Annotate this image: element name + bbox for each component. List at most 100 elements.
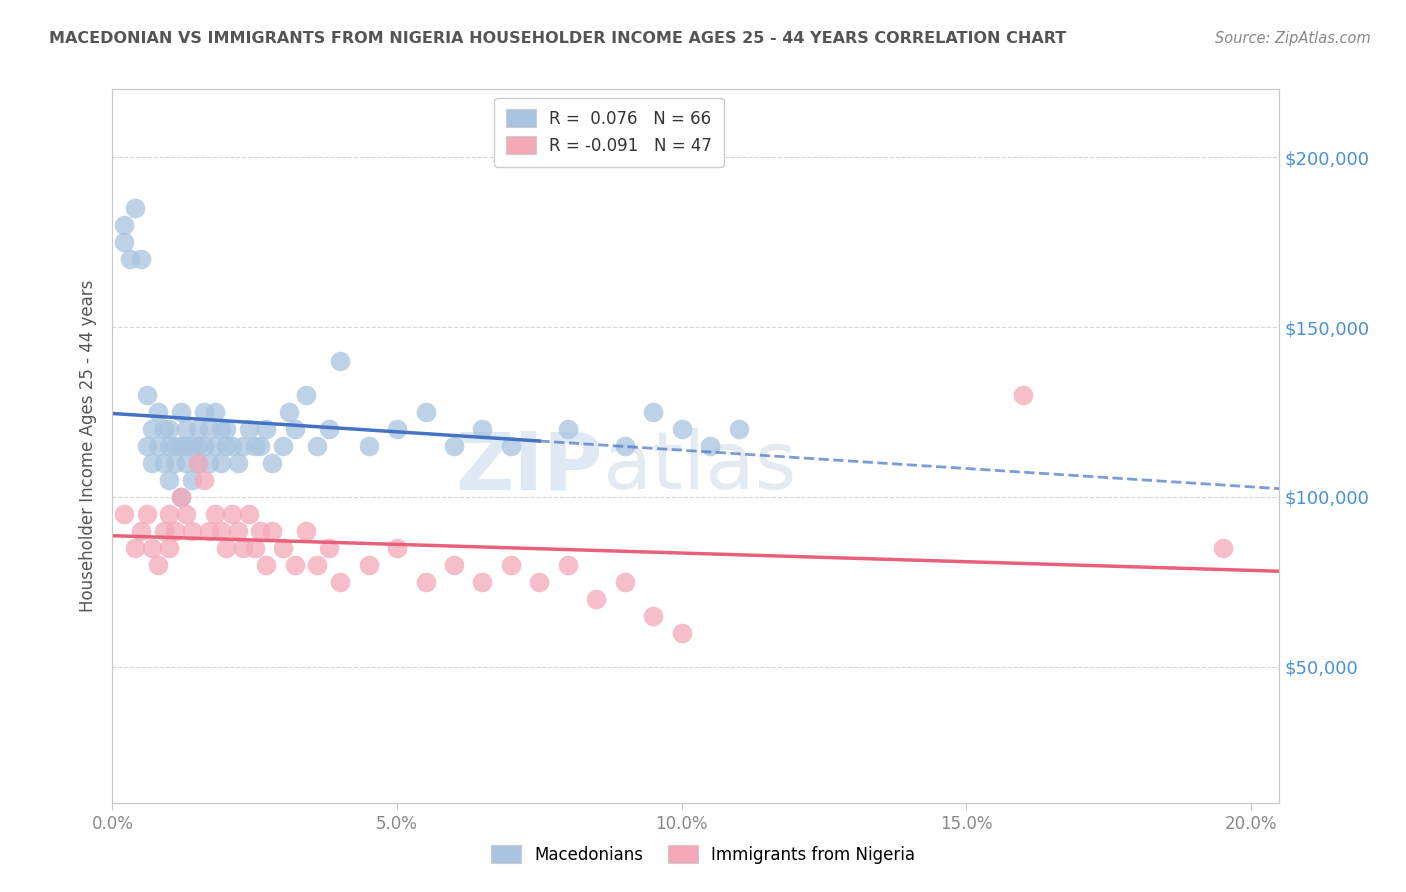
Point xyxy=(329,354,352,368)
Point xyxy=(141,456,163,470)
Point xyxy=(152,422,174,436)
Point xyxy=(187,456,209,470)
Point xyxy=(215,422,238,436)
Point xyxy=(112,507,135,521)
Point xyxy=(295,388,318,402)
Point xyxy=(226,456,249,470)
Point xyxy=(198,422,221,436)
Point xyxy=(254,422,277,436)
Point xyxy=(271,541,294,555)
Point xyxy=(671,626,693,640)
Point xyxy=(249,439,271,453)
Point xyxy=(187,439,209,453)
Point xyxy=(613,439,636,453)
Point xyxy=(232,541,254,555)
Point xyxy=(112,235,135,249)
Point xyxy=(165,456,187,470)
Point xyxy=(165,524,187,538)
Point xyxy=(221,507,243,521)
Point xyxy=(135,507,157,521)
Point xyxy=(135,388,157,402)
Point xyxy=(204,507,226,521)
Point xyxy=(204,405,226,419)
Point xyxy=(307,439,329,453)
Point xyxy=(157,507,180,521)
Point xyxy=(226,524,249,538)
Point xyxy=(176,439,198,453)
Point xyxy=(443,439,465,453)
Point xyxy=(357,439,380,453)
Point xyxy=(135,439,157,453)
Point xyxy=(215,541,238,555)
Point xyxy=(318,541,340,555)
Point xyxy=(243,439,266,453)
Point xyxy=(443,558,465,572)
Point xyxy=(529,574,551,589)
Point xyxy=(176,456,198,470)
Point xyxy=(221,439,243,453)
Point xyxy=(152,524,174,538)
Point xyxy=(307,558,329,572)
Point xyxy=(1012,388,1035,402)
Point xyxy=(295,524,318,538)
Point xyxy=(193,405,215,419)
Point xyxy=(471,422,494,436)
Point xyxy=(699,439,721,453)
Point xyxy=(181,439,204,453)
Text: ZIP: ZIP xyxy=(456,428,603,507)
Point xyxy=(557,422,579,436)
Point xyxy=(170,405,193,419)
Point xyxy=(557,558,579,572)
Point xyxy=(499,558,522,572)
Legend: Macedonians, Immigrants from Nigeria: Macedonians, Immigrants from Nigeria xyxy=(484,838,922,871)
Point xyxy=(727,422,749,436)
Point xyxy=(585,591,607,606)
Point xyxy=(260,456,283,470)
Point xyxy=(170,490,193,504)
Point xyxy=(243,541,266,555)
Point xyxy=(181,524,204,538)
Point xyxy=(124,201,146,215)
Point xyxy=(671,422,693,436)
Point xyxy=(204,439,226,453)
Point xyxy=(278,405,301,419)
Point xyxy=(643,608,665,623)
Point xyxy=(357,558,380,572)
Point xyxy=(471,574,494,589)
Point xyxy=(112,218,135,232)
Point xyxy=(157,422,180,436)
Point xyxy=(181,473,204,487)
Point xyxy=(499,439,522,453)
Point xyxy=(176,422,198,436)
Point xyxy=(141,422,163,436)
Point xyxy=(385,422,408,436)
Point xyxy=(165,439,187,453)
Point xyxy=(170,439,193,453)
Point xyxy=(232,439,254,453)
Point xyxy=(152,456,174,470)
Text: atlas: atlas xyxy=(603,428,797,507)
Point xyxy=(129,524,152,538)
Point xyxy=(187,456,209,470)
Point xyxy=(415,574,437,589)
Y-axis label: Householder Income Ages 25 - 44 years: Householder Income Ages 25 - 44 years xyxy=(79,280,97,612)
Point xyxy=(198,524,221,538)
Point xyxy=(187,422,209,436)
Point xyxy=(249,524,271,538)
Point xyxy=(271,439,294,453)
Point xyxy=(284,558,307,572)
Point xyxy=(193,439,215,453)
Legend: R =  0.076   N = 66, R = -0.091   N = 47: R = 0.076 N = 66, R = -0.091 N = 47 xyxy=(495,97,724,167)
Point xyxy=(254,558,277,572)
Point xyxy=(129,252,152,266)
Text: MACEDONIAN VS IMMIGRANTS FROM NIGERIA HOUSEHOLDER INCOME AGES 25 - 44 YEARS CORR: MACEDONIAN VS IMMIGRANTS FROM NIGERIA HO… xyxy=(49,31,1067,46)
Point xyxy=(318,422,340,436)
Point xyxy=(238,422,260,436)
Point xyxy=(260,524,283,538)
Point xyxy=(415,405,437,419)
Point xyxy=(157,473,180,487)
Point xyxy=(1212,541,1234,555)
Point xyxy=(209,456,232,470)
Point xyxy=(613,574,636,589)
Point xyxy=(643,405,665,419)
